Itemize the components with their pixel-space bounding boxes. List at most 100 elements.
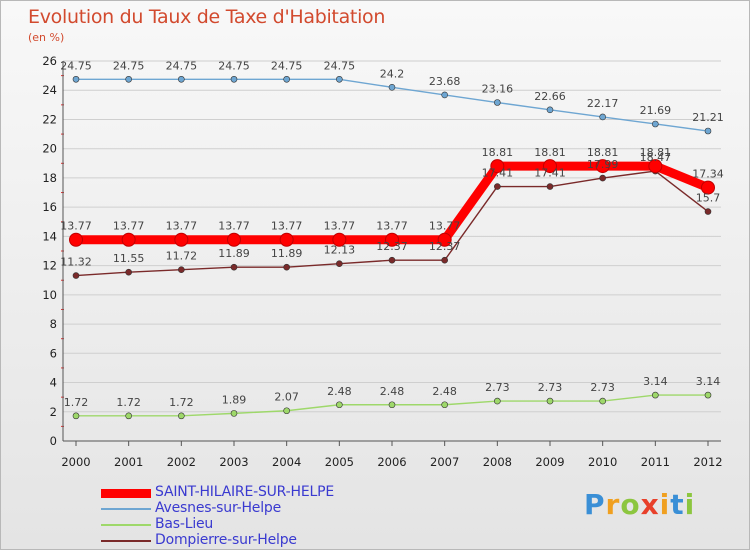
- data-label: 24.75: [324, 59, 356, 72]
- data-point: [701, 180, 715, 195]
- data-label: 13.77: [60, 220, 92, 233]
- data-label: 1.89: [222, 393, 247, 406]
- data-label: 18.81: [534, 146, 566, 159]
- y-tick-label: 24: [42, 83, 57, 97]
- legend-swatch: [101, 524, 151, 526]
- x-tick-label: 2012: [693, 455, 722, 469]
- chart-title: Evolution du Taux de Taxe d'Habitation: [28, 6, 386, 28]
- data-point: [72, 412, 80, 420]
- legend-swatch: [101, 540, 151, 542]
- data-label: 22.17: [587, 97, 619, 110]
- x-tick-label: 2002: [167, 455, 196, 469]
- data-point: [441, 256, 448, 264]
- data-label: 12.13: [324, 244, 356, 257]
- data-point: [543, 159, 557, 174]
- data-point: [546, 183, 554, 190]
- data-label: 24.75: [218, 59, 250, 72]
- series-avesnes-sur-helpe: [72, 75, 712, 135]
- data-label: 18.47: [640, 151, 672, 164]
- data-point: [178, 412, 185, 420]
- x-tick-label: 2005: [325, 455, 354, 469]
- chart-unit-label: (en %): [28, 31, 65, 44]
- logo-letter: i: [684, 488, 696, 521]
- data-point: [283, 75, 290, 83]
- y-tick-label: 16: [42, 200, 57, 214]
- data-label: 17.41: [482, 167, 514, 180]
- logo-letter: i: [659, 488, 671, 521]
- data-point: [178, 266, 185, 274]
- data-point: [652, 120, 659, 128]
- data-label: 15.7: [696, 192, 721, 205]
- data-label: 18.81: [640, 146, 672, 159]
- data-point: [336, 260, 343, 268]
- legend-label: Avesnes-sur-Helpe: [155, 500, 281, 516]
- x-tick-label: 2004: [272, 455, 301, 469]
- data-label: 24.2: [380, 67, 405, 80]
- y-tick-label: 2: [50, 405, 57, 419]
- x-tick-label: 2009: [535, 455, 564, 469]
- y-tick-label: 8: [50, 317, 57, 331]
- data-label-layer: 24.75 24.75 24.75 24.75 24.75 24.75 24.2 23.68 2…: [60, 59, 724, 409]
- series-layer: [69, 75, 715, 420]
- data-label: 13.77: [376, 220, 408, 233]
- data-label: 2.73: [590, 381, 615, 394]
- data-label: 2.48: [380, 385, 405, 398]
- series-dompierre-sur-helpe: [72, 167, 712, 279]
- data-label: 24.75: [271, 59, 303, 72]
- logo-letter: r: [605, 488, 621, 521]
- data-point: [121, 232, 136, 247]
- legend-label: SAINT-HILAIRE-SUR-HELPE: [155, 484, 334, 500]
- data-label: 17.41: [534, 167, 566, 180]
- legend-swatch: [101, 488, 151, 498]
- y-tick-label: 12: [42, 259, 57, 273]
- data-label: 11.89: [271, 247, 303, 260]
- y-tick-label: 4: [50, 376, 57, 390]
- data-point: [546, 397, 554, 405]
- data-point: [230, 263, 238, 271]
- data-label: 1.72: [169, 396, 194, 409]
- data-label: 17.34: [692, 168, 724, 181]
- data-label: 13.77: [324, 220, 356, 233]
- legend-item-avesnes-sur-helpe: Avesnes-sur-Helpe: [101, 500, 401, 517]
- proxiti-logo: Proxiti: [584, 488, 695, 521]
- x-tick-label: 2007: [430, 455, 459, 469]
- data-point: [652, 391, 659, 399]
- data-point: [599, 113, 606, 121]
- data-point: [546, 106, 554, 114]
- data-label: 3.14: [643, 375, 668, 388]
- data-point: [388, 256, 396, 264]
- data-label: 11.72: [166, 250, 198, 263]
- data-point: [494, 397, 501, 405]
- logo-letter: x: [640, 488, 660, 521]
- data-point: [385, 232, 399, 247]
- data-label: 11.55: [113, 252, 145, 265]
- data-point: [125, 412, 132, 420]
- legend-swatch: [101, 508, 151, 510]
- data-point: [178, 75, 185, 83]
- data-label: 3.14: [696, 375, 721, 388]
- data-label: 24.75: [60, 59, 92, 72]
- data-point: [388, 84, 396, 91]
- data-label: 13.77: [271, 220, 303, 233]
- data-label: 13.77: [218, 220, 250, 233]
- grid-layer: [63, 60, 721, 442]
- data-point: [595, 159, 610, 174]
- data-point: [494, 183, 501, 190]
- x-tick-label: 2010: [588, 455, 617, 469]
- data-point: [227, 232, 241, 247]
- legend-item-bas-lieu: Bas-Lieu: [101, 516, 401, 533]
- data-label: 22.66: [534, 90, 566, 103]
- x-tick-label: 2003: [219, 455, 248, 469]
- legend-item-dompierre-sur-helpe: Dompierre-sur-Helpe: [101, 532, 401, 549]
- data-label: 11.89: [218, 247, 250, 260]
- y-tick-label: 26: [42, 54, 57, 68]
- data-label: 18.81: [482, 146, 514, 159]
- data-label: 12.37: [376, 240, 408, 253]
- data-point: [125, 75, 132, 83]
- data-point: [441, 401, 448, 409]
- data-point: [599, 397, 606, 405]
- data-point: [704, 391, 712, 399]
- data-point: [336, 75, 343, 83]
- data-label: 1.72: [116, 396, 141, 409]
